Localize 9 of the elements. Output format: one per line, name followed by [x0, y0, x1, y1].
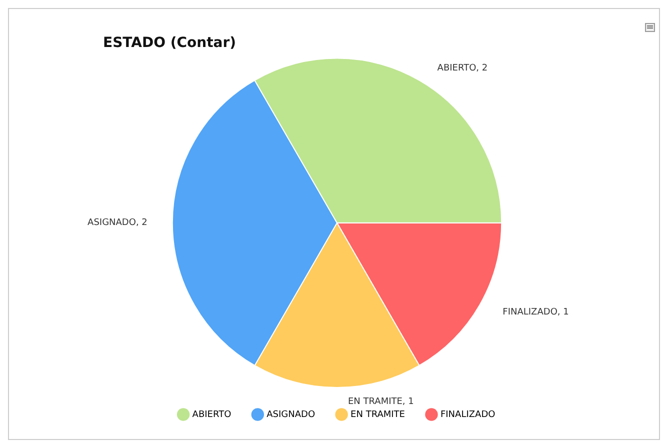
data-label: ABIERTO, 2	[437, 64, 488, 74]
chart-title: ESTADO (Contar)	[103, 35, 236, 52]
legend-label: FINALIZADO	[440, 410, 496, 420]
legend-label: ABIERTO	[192, 410, 232, 420]
legend-label: EN TRAMITE	[350, 410, 406, 420]
data-label: ASIGNADO, 2	[88, 218, 148, 228]
data-label: EN TRAMITE, 1	[348, 396, 414, 407]
data-label: FINALIZADO, 1	[502, 308, 569, 318]
legend-label: ASIGNADO	[266, 410, 316, 420]
